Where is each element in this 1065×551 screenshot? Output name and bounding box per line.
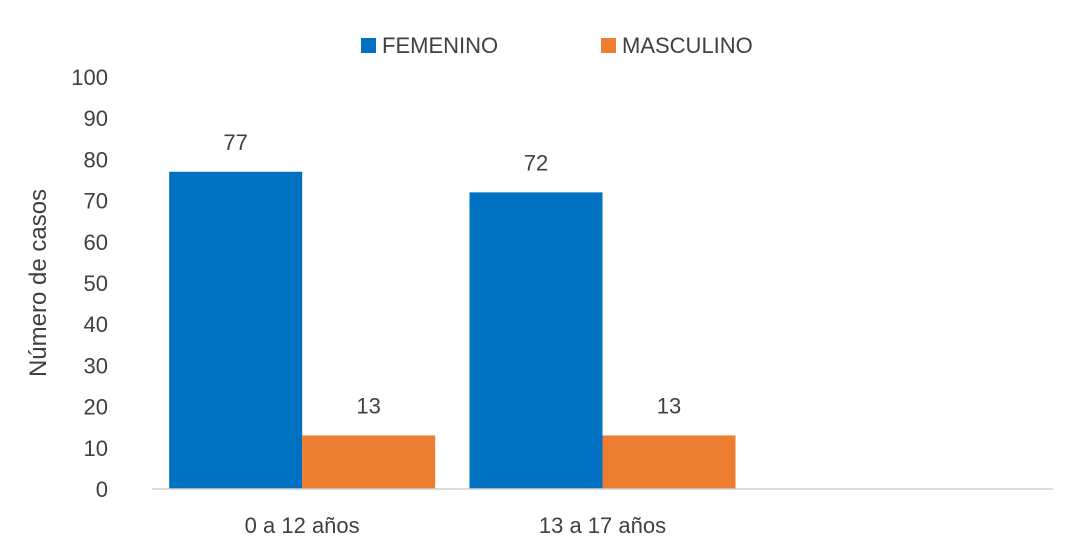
legend-label-femenino: FEMENINO <box>382 33 498 58</box>
y-tick-label: 10 <box>84 436 108 461</box>
data-label-masculino: 13 <box>657 393 681 418</box>
y-tick-label: 20 <box>84 395 108 420</box>
y-tick-label: 80 <box>84 147 108 172</box>
bars <box>169 171 736 490</box>
y-tick-label: 50 <box>84 271 108 296</box>
bar-masculino <box>302 435 436 489</box>
y-tick-label: 30 <box>84 353 108 378</box>
data-labels: 77 72 13 13 <box>223 130 681 419</box>
y-axis-label: Número de casos <box>25 189 52 377</box>
x-axis-categories: 0 a 12 años 13 a 17 años <box>245 513 666 538</box>
y-axis-ticks: 0 10 20 30 40 50 60 70 80 90 100 <box>71 65 108 502</box>
legend-swatch-femenino <box>361 38 376 53</box>
data-label-masculino: 13 <box>356 393 380 418</box>
bar-femenino <box>169 171 303 489</box>
bar-femenino <box>469 192 603 490</box>
legend-swatch-masculino <box>601 38 616 53</box>
y-tick-label: 100 <box>71 65 108 90</box>
y-tick-label: 70 <box>84 189 108 214</box>
y-tick-label: 90 <box>84 106 108 131</box>
legend-label-masculino: MASCULINO <box>622 33 753 58</box>
y-tick-label: 60 <box>84 230 108 255</box>
bar-masculino <box>602 435 736 489</box>
x-category-label: 13 a 17 años <box>539 513 666 538</box>
legend: FEMENINO MASCULINO <box>361 33 753 58</box>
data-label-femenino: 77 <box>223 130 247 155</box>
x-category-label: 0 a 12 años <box>245 513 360 538</box>
y-tick-label: 0 <box>96 477 108 502</box>
data-label-femenino: 72 <box>524 150 548 175</box>
y-tick-label: 40 <box>84 312 108 337</box>
